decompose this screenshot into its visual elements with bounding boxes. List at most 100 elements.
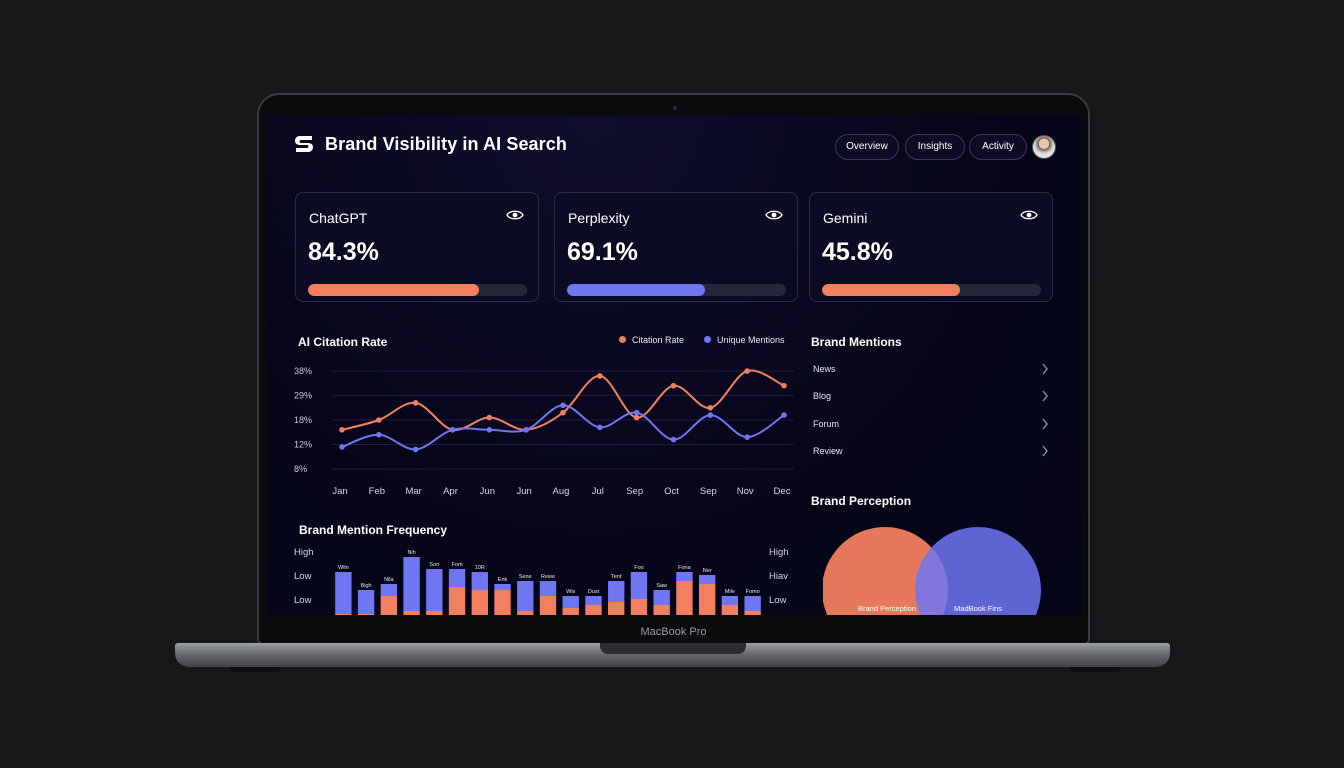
bar-segment-blue[interactable]	[562, 596, 579, 608]
bar-segment-orange[interactable]	[471, 590, 488, 615]
data-point[interactable]	[376, 431, 382, 438]
data-point[interactable]	[486, 414, 493, 421]
bar-segment-blue[interactable]	[608, 581, 625, 602]
bar-label: Sene	[519, 574, 532, 580]
data-point[interactable]	[670, 436, 677, 443]
mention-item-blog[interactable]: Blog	[813, 386, 1049, 406]
bar-segment-orange[interactable]	[357, 614, 375, 615]
x-tick-label: Dec	[774, 486, 791, 497]
laptop-foot	[230, 667, 280, 672]
bar-segment-orange[interactable]	[539, 596, 557, 615]
bar-segment-orange[interactable]	[676, 581, 693, 615]
data-point[interactable]	[412, 446, 419, 453]
bar-segment-blue[interactable]	[698, 575, 716, 584]
data-point[interactable]	[670, 382, 677, 389]
mention-item-review[interactable]: Review	[813, 441, 1049, 461]
eye-icon[interactable]	[506, 208, 524, 222]
y-right-label: High	[769, 547, 789, 558]
data-point[interactable]	[597, 373, 603, 379]
bar-segment-orange[interactable]	[562, 608, 579, 615]
bar-segment-blue[interactable]	[380, 584, 398, 596]
bar-segment-orange[interactable]	[630, 599, 648, 615]
kpi-progress-track	[567, 284, 786, 296]
nav-overview-button[interactable]: Overview	[835, 134, 899, 160]
legend-label: Citation Rate	[632, 335, 685, 345]
bar-segment-orange[interactable]	[494, 590, 511, 615]
nav-activity-button[interactable]: Activity	[969, 134, 1027, 160]
bar-segment-orange[interactable]	[380, 596, 398, 615]
data-point[interactable]	[523, 427, 529, 433]
y-left-label: High	[294, 547, 314, 558]
nav-insights-button[interactable]: Insights	[905, 134, 965, 160]
data-point[interactable]	[707, 412, 714, 418]
data-point[interactable]	[744, 368, 750, 374]
data-point[interactable]	[781, 412, 787, 418]
bar-segment-orange[interactable]	[403, 611, 420, 615]
data-point[interactable]	[560, 409, 566, 416]
series-line-citation-rate	[341, 369, 785, 431]
bar-segment-blue[interactable]	[471, 572, 488, 590]
bar-segment-blue[interactable]	[357, 590, 375, 614]
bar-label: Fom	[452, 562, 463, 568]
bar-segment-orange[interactable]	[721, 605, 739, 615]
data-point[interactable]	[412, 400, 419, 406]
bar-segment-blue[interactable]	[494, 584, 511, 590]
data-point[interactable]	[597, 424, 603, 431]
bar-segment-orange[interactable]	[653, 605, 670, 615]
bar-segment-blue[interactable]	[539, 581, 557, 596]
y-tick-label: 38%	[294, 366, 312, 376]
bar-segment-blue[interactable]	[721, 596, 739, 605]
bar-segment-blue[interactable]	[403, 557, 420, 611]
data-point[interactable]	[486, 427, 493, 433]
bar-label: Bigh	[361, 583, 372, 589]
x-tick-label: Oct	[664, 486, 679, 497]
data-point[interactable]	[707, 404, 714, 411]
bar-segment-blue[interactable]	[585, 596, 602, 605]
bar-segment-blue[interactable]	[517, 581, 534, 611]
bar-label: Dust	[588, 589, 600, 595]
mention-item-news[interactable]: News	[813, 359, 1049, 379]
citation-line-chart: 38% 29% 18% 12% 8% Jan Feb Mar Apr Jun Jun Aug Jul Se…	[294, 366, 794, 497]
chevron-right-icon	[1042, 390, 1048, 402]
bar-segment-orange[interactable]	[448, 587, 466, 615]
bar-segment-blue[interactable]	[335, 572, 352, 614]
bar-segment-orange[interactable]	[698, 584, 716, 615]
mention-item-forum[interactable]: Forum	[813, 414, 1049, 434]
bar-label: Rewe	[541, 574, 555, 580]
bar-segment-blue[interactable]	[426, 569, 443, 611]
x-tick-label: Jun	[517, 486, 532, 497]
data-point[interactable]	[744, 434, 750, 440]
data-point[interactable]	[449, 427, 456, 433]
x-tick-label: Aug	[553, 486, 570, 497]
data-point[interactable]	[560, 402, 566, 409]
bar-label: Fona	[678, 565, 691, 571]
data-point[interactable]	[633, 409, 640, 416]
bar-segment-orange[interactable]	[608, 602, 625, 615]
bar-segment-blue[interactable]	[448, 569, 466, 587]
kpi-progress-track	[308, 284, 527, 296]
bar-segment-blue[interactable]	[653, 590, 670, 605]
s-logo-icon	[295, 136, 313, 152]
bar-segment-orange[interactable]	[744, 611, 761, 615]
kpi-card-gemini[interactable]: Gemini 45.8%	[809, 192, 1053, 302]
data-point[interactable]	[376, 417, 382, 423]
bar-segment-blue[interactable]	[744, 596, 761, 611]
bar-segment-orange[interactable]	[517, 611, 534, 615]
data-point[interactable]	[633, 414, 640, 421]
data-point[interactable]	[339, 444, 345, 450]
bar-label: Fomo	[746, 589, 760, 595]
bar-segment-orange[interactable]	[426, 611, 443, 615]
user-avatar[interactable]	[1032, 135, 1056, 159]
laptop-notch	[600, 643, 746, 654]
eye-icon[interactable]	[765, 208, 783, 222]
bar-segment-orange[interactable]	[585, 605, 602, 615]
bar-segment-blue[interactable]	[630, 572, 648, 599]
bar-segment-blue[interactable]	[676, 572, 693, 581]
bar-label: Son	[429, 562, 439, 568]
eye-icon[interactable]	[1020, 208, 1038, 222]
data-point[interactable]	[781, 382, 787, 389]
kpi-card-chatgpt[interactable]: ChatGPT 84.3%	[295, 192, 539, 302]
bar-segment-orange[interactable]	[335, 614, 352, 615]
kpi-card-perplexity[interactable]: Perplexity 69.1%	[554, 192, 798, 302]
data-point[interactable]	[339, 427, 345, 433]
